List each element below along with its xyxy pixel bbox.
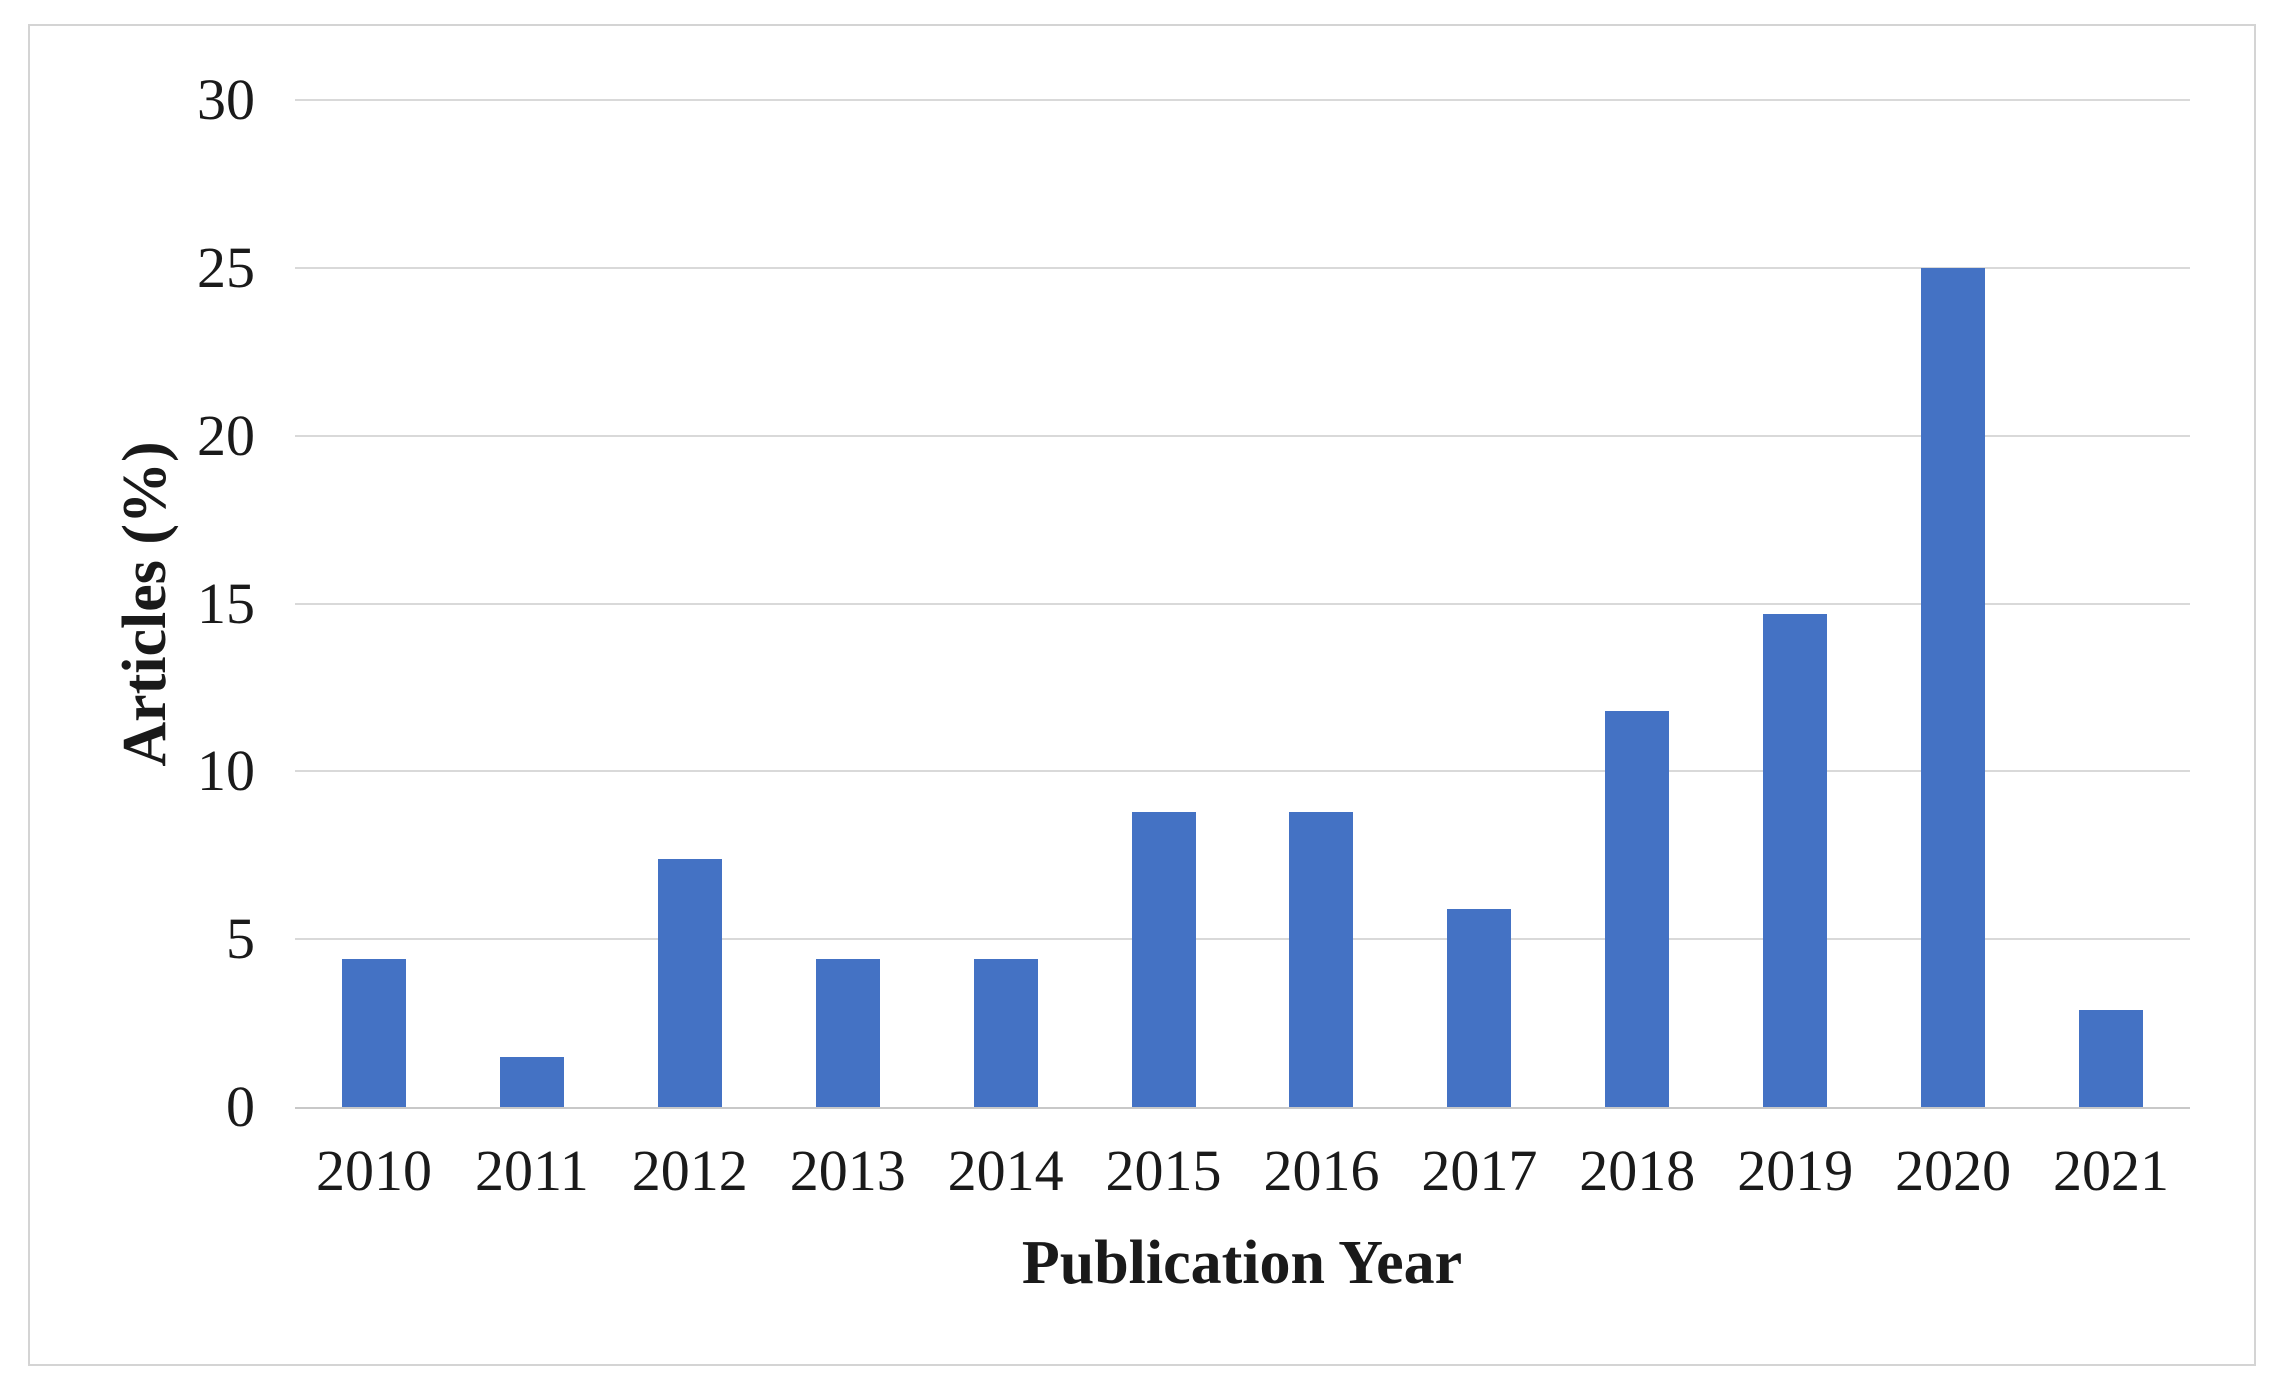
x-tick-label: 2020 (1895, 1138, 2012, 1203)
x-tick-label: 2011 (474, 1138, 589, 1203)
bar-2014 (973, 959, 1038, 1107)
x-tick-label: 2017 (1421, 1138, 1538, 1203)
x-tick-label: 2013 (789, 1138, 906, 1203)
gridline (295, 602, 2190, 605)
bar-2013 (815, 959, 880, 1107)
bar-2018 (1605, 710, 1670, 1107)
x-tick-label: 2014 (947, 1138, 1064, 1203)
y-tick-label: 5 (226, 906, 255, 972)
gridline (295, 770, 2190, 773)
x-tick-label: 2018 (1579, 1138, 1696, 1203)
bar-2012 (657, 858, 722, 1107)
x-axis-baseline (295, 1107, 2190, 1109)
y-tick-label: 20 (197, 402, 255, 468)
x-tick-label: 2019 (1737, 1138, 1854, 1203)
bar-2015 (1131, 811, 1196, 1107)
gridline (295, 938, 2190, 941)
y-tick-label: 10 (197, 738, 255, 804)
gridline (295, 266, 2190, 269)
x-tick-label: 2015 (1105, 1138, 1222, 1203)
bar-2020 (1921, 267, 1986, 1107)
bar-2016 (1289, 811, 1354, 1107)
y-tick-label: 15 (197, 570, 255, 636)
plot-area (295, 99, 2190, 1109)
y-tick-label: 30 (197, 67, 255, 132)
gridline (295, 99, 2190, 101)
x-axis-title: Publication Year (1021, 1229, 1463, 1297)
bar-2019 (1763, 613, 1828, 1107)
x-tick-label: 2010 (315, 1138, 432, 1203)
bar-2010 (341, 959, 406, 1107)
bar-2021 (2079, 1009, 2144, 1107)
bar-2017 (1447, 908, 1512, 1107)
bar-2011 (499, 1056, 564, 1107)
x-tick-label: 2021 (2053, 1138, 2170, 1203)
x-tick-label: 2016 (1263, 1138, 1380, 1203)
x-tick-label: 2012 (631, 1138, 748, 1203)
y-tick-label: 0 (226, 1074, 255, 1139)
y-tick-label: 25 (197, 234, 255, 300)
gridline (295, 434, 2190, 437)
